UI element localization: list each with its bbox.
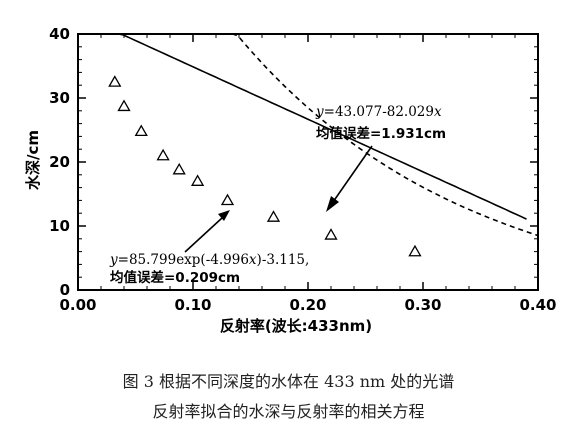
y-tick-label: 10 xyxy=(49,217,70,235)
exp-fit-error: 均值误差=0.209cm xyxy=(110,269,240,286)
y-tick-label: 30 xyxy=(49,89,70,107)
data-point-triangle xyxy=(190,174,205,186)
figure-caption-line-2: 反射率拟合的水深与反射率的相关方程 xyxy=(152,402,425,421)
data-point-triangle xyxy=(408,244,422,257)
y-tick-label: 0 xyxy=(60,281,70,299)
linear-fit-error: 均值误差=1.931cm xyxy=(316,125,446,142)
data-point-triangle xyxy=(117,99,131,112)
data-point-triangle xyxy=(220,193,235,206)
x-tick-label: 0.20 xyxy=(289,296,326,314)
data-point-triangle xyxy=(324,228,338,240)
y-tick-label: 40 xyxy=(49,25,70,43)
linear-fit-line xyxy=(118,33,527,220)
data-point-triangle xyxy=(156,148,170,161)
data-point-triangle xyxy=(108,75,122,87)
arrow-linear-annotation xyxy=(326,145,373,212)
data-point-triangle xyxy=(172,162,186,175)
x-tick-label: 0.10 xyxy=(174,296,211,314)
y-axis-label: 水深/cm xyxy=(24,130,42,190)
chart: 0.00 0.10 0.20 0.30 0.40 0 10 20 30 40 y=43.077-8… xyxy=(24,25,557,335)
x-tick-label: 0.00 xyxy=(59,296,96,314)
exp-fit-equation: y=85.799exp(-4.996x)-3.115, xyxy=(109,252,309,268)
data-point-triangle xyxy=(266,210,281,222)
x-axis-label: 反射率(波长:433nm) xyxy=(220,317,372,335)
x-tick-label: 0.30 xyxy=(404,296,441,314)
y-tick-label: 20 xyxy=(49,153,70,171)
exponential-fit-line xyxy=(124,33,539,237)
figure-caption-line-1: 图 3 根据不同深度的水体在 433 nm 处的光谱 xyxy=(122,372,455,391)
data-point-triangle xyxy=(134,124,148,137)
linear-fit-equation: y=43.077-82.029x xyxy=(315,104,442,120)
arrow-exp-annotation xyxy=(184,210,230,253)
x-tick-label: 0.40 xyxy=(519,296,556,314)
